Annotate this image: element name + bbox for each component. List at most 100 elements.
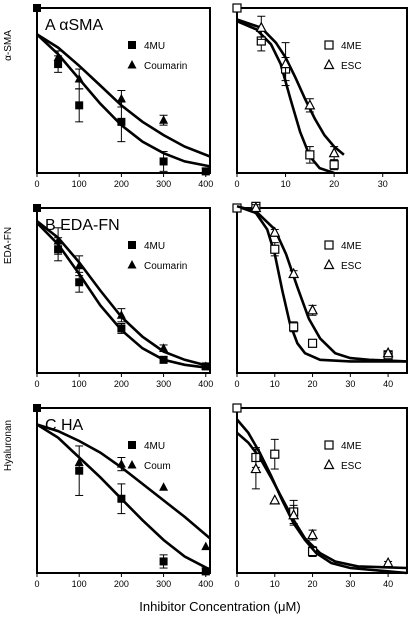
data-point — [159, 157, 168, 166]
data-point — [33, 4, 41, 12]
legend-marker — [324, 40, 334, 50]
series-1: 4MU — [33, 404, 211, 576]
legend-marker — [128, 441, 136, 449]
y-axis-label: EDA-FN — [3, 227, 14, 264]
panel-1: 0 100 200 300 400 A αSMA α-SMA 4MU Coumarin — [3, 4, 213, 189]
data-point — [53, 236, 63, 245]
data-point — [382, 346, 394, 358]
series-2: ESC — [236, 418, 408, 575]
data-point — [116, 93, 126, 103]
plot-frame — [236, 7, 408, 174]
x-tick-label: 400 — [198, 379, 213, 389]
data-point — [270, 244, 280, 254]
data-point — [250, 201, 262, 213]
legend-label: Coumarin — [144, 61, 187, 72]
data-point — [307, 528, 319, 540]
fit-curve — [236, 418, 408, 575]
x-tick-label: 300 — [156, 379, 171, 389]
data-point — [289, 322, 299, 332]
data-point — [232, 403, 242, 413]
legend-marker — [324, 440, 334, 450]
series-2: Coumarin — [36, 220, 211, 370]
x-tick-label: 300 — [156, 579, 171, 589]
data-point — [74, 457, 84, 466]
legend-label: Coum — [144, 461, 171, 472]
data-point — [116, 459, 126, 468]
x-tick-label: 100 — [72, 579, 87, 589]
data-point — [159, 343, 169, 352]
legend-marker — [127, 460, 137, 469]
x-tick-label: 30 — [345, 579, 355, 589]
data-point — [269, 494, 281, 505]
data-point — [159, 115, 169, 124]
plot-frame — [36, 207, 211, 374]
fit-curve — [236, 205, 407, 363]
data-point — [255, 21, 267, 32]
legend-marker — [128, 41, 136, 49]
x-tick-label: 10 — [281, 179, 291, 189]
series-1: 4ME — [232, 3, 362, 175]
panel-label: C HA — [45, 417, 84, 434]
data-point — [382, 556, 394, 568]
fit-curve — [236, 18, 345, 156]
data-point — [159, 557, 168, 566]
data-point — [117, 117, 126, 126]
data-point — [232, 3, 242, 13]
panel-label: A αSMA — [45, 17, 103, 34]
data-point — [269, 226, 281, 237]
x-tick-label: 30 — [378, 179, 388, 189]
x-tick-label: 200 — [114, 179, 129, 189]
panel-label: B EDA-FN — [45, 217, 120, 234]
data-point — [117, 494, 126, 503]
data-point — [250, 462, 262, 474]
y-axis-label: Hyaluronan — [3, 420, 14, 471]
data-point — [117, 324, 126, 333]
fit-curve — [236, 431, 408, 570]
data-point — [159, 482, 169, 491]
data-point — [33, 404, 41, 412]
x-tick-label: 20 — [308, 579, 318, 589]
legend-label: 4ME — [341, 441, 362, 452]
legend-label: Coumarin — [144, 261, 187, 272]
data-point — [307, 304, 319, 315]
plot-frame — [36, 407, 211, 574]
x-tick-label: 0 — [34, 179, 39, 189]
data-point — [201, 361, 211, 370]
legend-label: ESC — [341, 261, 362, 272]
legend-label: 4MU — [144, 241, 165, 252]
plot-frame — [236, 407, 408, 574]
data-point — [53, 52, 63, 61]
data-point — [116, 310, 126, 319]
series-1: 4ME — [232, 403, 408, 570]
legend-label: ESC — [341, 61, 362, 72]
data-point — [329, 160, 339, 170]
y-axis-label: α-SMA — [3, 30, 14, 61]
x-tick-label: 300 — [156, 179, 171, 189]
legend-marker — [128, 241, 136, 249]
data-point — [280, 57, 292, 69]
legend-label: 4ME — [341, 41, 362, 52]
data-point — [75, 466, 84, 475]
legend-label: ESC — [341, 461, 362, 472]
data-point — [304, 99, 316, 110]
x-tick-label: 200 — [114, 579, 129, 589]
x-tick-label: 100 — [72, 379, 87, 389]
data-point — [270, 449, 280, 459]
data-point — [75, 278, 84, 287]
data-point — [74, 73, 84, 83]
legend-label: 4MU — [144, 41, 165, 52]
data-point — [305, 150, 315, 160]
legend-label: 4ME — [341, 241, 362, 252]
x-tick-label: 200 — [114, 379, 129, 389]
data-point — [201, 541, 211, 551]
x-tick-label: 0 — [234, 579, 239, 589]
series-2: ESC — [236, 201, 408, 363]
data-point — [288, 508, 300, 520]
x-tick-label: 0 — [34, 379, 39, 389]
legend-label: 4MU — [144, 441, 165, 452]
panel-2: 0 10 20 30 4ME ESC — [232, 3, 408, 189]
x-tick-label: 30 — [345, 379, 355, 389]
panel-5: 0 100 200 300 400 C HA Hyaluronan 4MU Coum — [3, 404, 213, 589]
data-point — [328, 146, 340, 158]
